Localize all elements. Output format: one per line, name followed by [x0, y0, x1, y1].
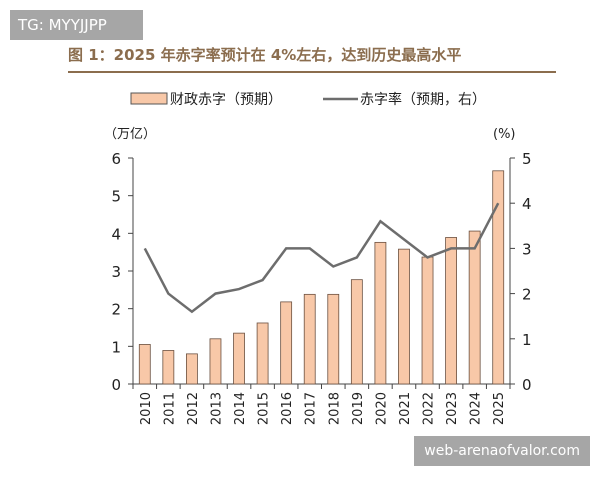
- left-tick-label: 5: [111, 188, 121, 206]
- left-tick-label: 4: [111, 225, 121, 243]
- right-tick-label: 0: [522, 376, 532, 394]
- bar: [374, 241, 387, 385]
- x-tick-label: 2022: [422, 392, 437, 425]
- x-tick-label: 2021: [398, 392, 413, 425]
- legend-bar-label: 财政赤字（预期）: [170, 92, 282, 108]
- x-tick-label: 2010: [139, 392, 154, 425]
- bar: [256, 322, 269, 385]
- x-tick-label: 2016: [280, 392, 295, 425]
- right-tick-label: 5: [522, 150, 532, 168]
- bar: [303, 293, 316, 385]
- left-tick-label: 6: [111, 150, 121, 168]
- x-tick-label: 2011: [162, 392, 177, 425]
- watermark-bottom: web-arenaofvalor.com: [414, 436, 590, 466]
- legend-line-label: 赤字率（预期，右）: [360, 91, 486, 108]
- right-tick-label: 1: [522, 331, 532, 349]
- bar: [421, 256, 434, 385]
- bar: [280, 301, 293, 385]
- bar: [327, 293, 340, 385]
- bar: [209, 338, 222, 385]
- left-axis-label: （万亿）: [104, 127, 156, 142]
- left-tick-label: 0: [111, 376, 121, 394]
- chart-title: 图 1：2025 年赤字率预计在 4%左右，达到历史最高水平: [68, 46, 462, 64]
- bar: [350, 279, 363, 385]
- rate-line: [143, 202, 500, 314]
- bar: [233, 332, 245, 385]
- right-tick-label: 2: [522, 286, 532, 304]
- x-tick-label: 2017: [304, 392, 319, 425]
- right-tick-label: 4: [522, 195, 532, 213]
- right-tick-label: 3: [522, 240, 532, 258]
- x-tick-label: 2013: [209, 392, 224, 425]
- legend-bar-swatch: [130, 92, 168, 105]
- x-tick-label: 2019: [351, 392, 366, 425]
- bar: [492, 170, 505, 385]
- bar: [138, 344, 151, 385]
- right-axis-label: (%): [493, 127, 516, 142]
- x-tick-label: 2025: [492, 392, 507, 425]
- x-tick-label: 2024: [469, 392, 484, 425]
- bar: [468, 230, 481, 385]
- x-tick-label: 2018: [327, 392, 342, 425]
- left-tick-label: 1: [111, 338, 121, 356]
- bar: [445, 237, 457, 385]
- bar: [186, 353, 198, 385]
- x-tick-label: 2014: [233, 392, 248, 425]
- watermark-top: TG: MYYJJPP: [10, 10, 143, 40]
- bar: [398, 248, 410, 385]
- title-rule: [68, 71, 556, 73]
- left-tick-label: 3: [111, 263, 121, 281]
- x-tick-label: 2020: [374, 392, 389, 425]
- x-tick-label: 2023: [445, 392, 460, 425]
- left-tick-label: 2: [111, 301, 121, 319]
- bar: [162, 350, 175, 385]
- x-tick-label: 2015: [257, 392, 272, 425]
- x-tick-label: 2012: [186, 392, 201, 425]
